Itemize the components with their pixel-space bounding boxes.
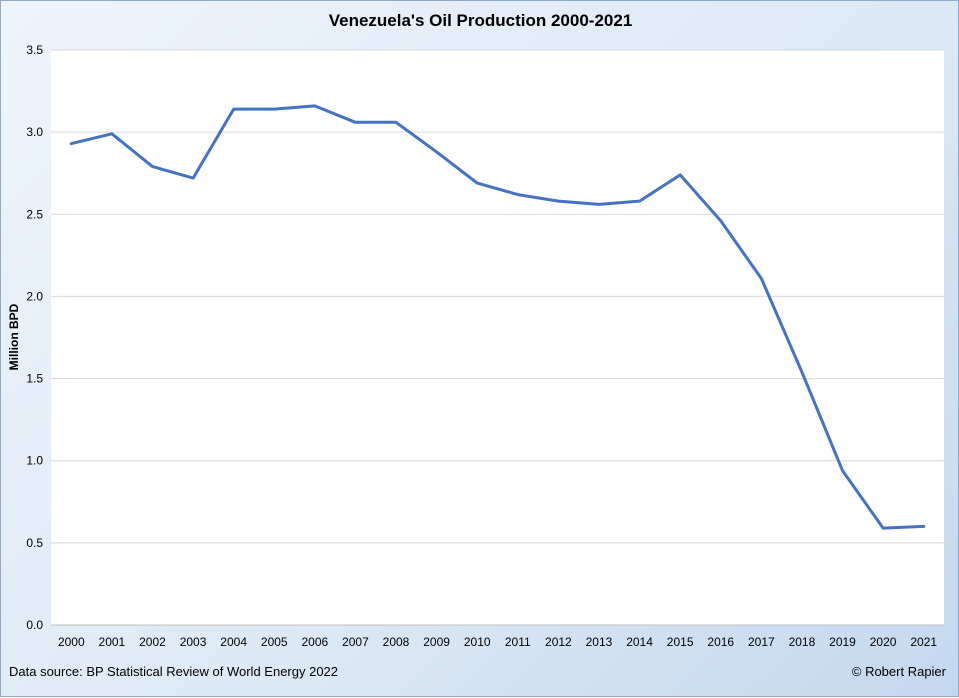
- x-tick-label: 2015: [667, 635, 694, 649]
- x-tick-label: 2010: [464, 635, 491, 649]
- x-tick-label: 2018: [789, 635, 816, 649]
- y-tick-label: 1.0: [26, 454, 43, 468]
- y-tick-label: 2.5: [26, 207, 43, 221]
- x-tick-label: 2009: [423, 635, 450, 649]
- y-tick-label: 3.0: [26, 125, 43, 139]
- chart-title: Venezuela's Oil Production 2000-2021: [328, 11, 633, 30]
- y-axis-label: Million BPD: [7, 303, 21, 371]
- x-tick-label: 2016: [707, 635, 734, 649]
- y-tick-label: 0.0: [26, 618, 43, 632]
- data-source-note: Data source: BP Statistical Review of Wo…: [9, 664, 339, 679]
- x-tick-label: 2007: [342, 635, 369, 649]
- plot-area: [51, 50, 944, 625]
- x-tick-label: 2004: [220, 635, 247, 649]
- x-tick-label: 2011: [505, 635, 531, 649]
- y-tick-label: 1.5: [26, 372, 43, 386]
- x-tick-label: 2020: [870, 635, 897, 649]
- x-tick-label: 2002: [139, 635, 166, 649]
- x-tick-label: 2019: [829, 635, 856, 649]
- x-tick-label: 2005: [261, 635, 288, 649]
- author-credit: © Robert Rapier: [851, 664, 946, 679]
- x-tick-label: 2012: [545, 635, 572, 649]
- x-tick-label: 2006: [301, 635, 328, 649]
- y-tick-label: 3.5: [26, 43, 43, 57]
- x-tick-label: 2001: [99, 635, 126, 649]
- x-tick-label: 2017: [748, 635, 775, 649]
- y-tick-label: 2.0: [26, 289, 43, 303]
- x-tick-label: 2013: [586, 635, 613, 649]
- x-tick-label: 2021: [910, 635, 937, 649]
- x-tick-label: 2008: [383, 635, 410, 649]
- series-line: [69, 104, 926, 530]
- x-tick-label: 2000: [58, 635, 85, 649]
- x-tick-label: 2003: [180, 635, 207, 649]
- y-tick-label: 0.5: [26, 536, 43, 550]
- x-tick-label: 2014: [626, 635, 653, 649]
